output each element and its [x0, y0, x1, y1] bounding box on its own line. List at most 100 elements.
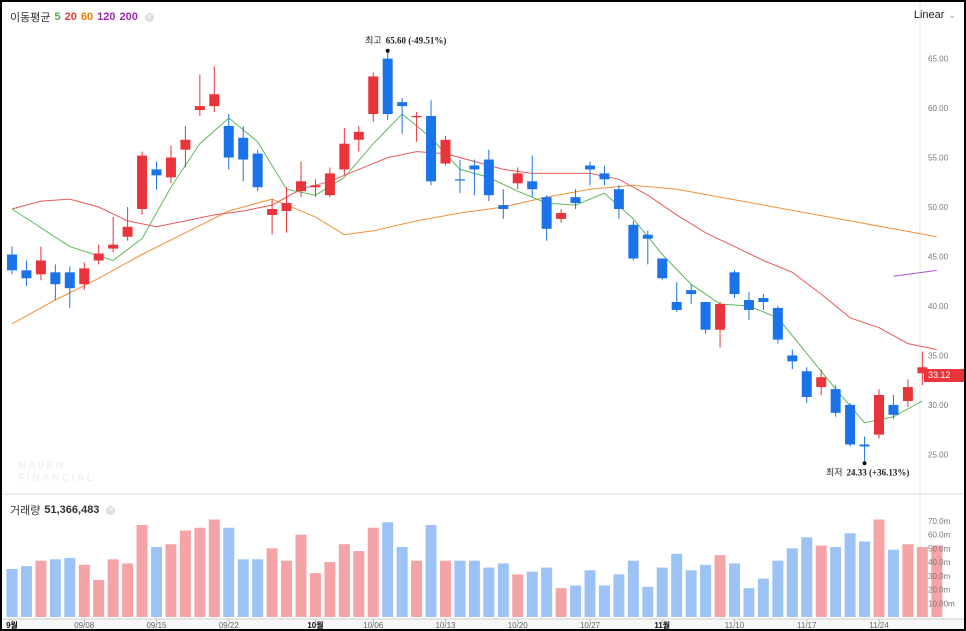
volume-bar: [64, 557, 76, 617]
volume-bar: [353, 551, 365, 617]
candle-body: [888, 404, 899, 415]
ma-5-label[interactable]: 5: [54, 11, 61, 23]
candle-body: [859, 444, 870, 447]
candle-body: [411, 116, 422, 118]
volume-bar: [440, 560, 451, 617]
volume-bar: [165, 544, 177, 617]
candle-body: [137, 155, 148, 210]
candle-body: [21, 270, 32, 279]
candle-body: [209, 94, 220, 107]
volume-bar: [570, 585, 582, 617]
time-axis-band: [2, 619, 964, 629]
volume-bar: [512, 574, 524, 617]
time-tick-label: 11/10: [725, 621, 745, 629]
watermark-line-1: NAVER: [18, 460, 66, 472]
candle-body: [382, 58, 393, 115]
candle-body: [397, 102, 408, 107]
time-tick-label: 10월: [307, 620, 323, 629]
volume-tick-label: 40.0m: [928, 558, 951, 567]
volume-bar: [743, 588, 755, 617]
candle-body: [454, 179, 465, 181]
price-tick-label: 60.00: [928, 104, 949, 113]
volume-bar: [281, 560, 293, 617]
volume-bar: [295, 534, 307, 617]
volume-bar: [627, 560, 639, 617]
volume-bar: [454, 560, 466, 617]
candle-body: [816, 377, 827, 388]
volume-bar: [468, 560, 480, 617]
volume-label: 거래량: [10, 505, 41, 517]
volume-bar: [873, 519, 885, 617]
candle-body: [628, 224, 639, 259]
candle-body: [657, 258, 668, 279]
volume-bar: [78, 564, 90, 617]
low-value: 24.33 (+36.13%): [847, 467, 910, 477]
volume-bar: [208, 519, 220, 617]
ma60-line: [11, 184, 937, 325]
candle-body: [715, 303, 726, 330]
volume-tick-label: 60.0m: [928, 531, 951, 540]
low-marker: [862, 461, 867, 466]
volume-bar: [35, 560, 47, 617]
candle-body: [180, 139, 191, 150]
candle-body: [122, 226, 133, 237]
candle-body: [599, 173, 610, 180]
candle-body: [281, 203, 292, 211]
high-label: 최고: [365, 36, 382, 46]
scale-mode-label: Linear: [913, 9, 945, 21]
volume-tick-label: 70.0m: [928, 517, 951, 526]
volume-bar: [830, 546, 842, 617]
time-tick-label: 09/08: [74, 621, 95, 629]
candle-body: [108, 244, 119, 249]
candle-body: [151, 169, 162, 176]
volume-tick-label: 20.0m: [928, 586, 951, 595]
candle-body: [874, 395, 884, 435]
close-icon[interactable]: ✕: [144, 12, 154, 22]
candle-body: [440, 139, 451, 164]
ma-60-label[interactable]: 60: [80, 11, 94, 23]
candle-body: [194, 106, 205, 111]
candle-body: [339, 143, 350, 170]
candle-body: [35, 260, 46, 275]
candle-body: [483, 159, 494, 196]
volume-bar: [324, 562, 336, 617]
volume-bar: [309, 573, 321, 617]
time-tick-label: 11/24: [869, 621, 889, 629]
volume-bar: [757, 578, 769, 617]
candle-body: [93, 253, 104, 261]
ma-20-label[interactable]: 20: [64, 11, 77, 23]
volume-bar: [179, 530, 191, 617]
candle-body: [541, 197, 552, 229]
volume-bar: [541, 567, 553, 617]
volume-bar: [931, 545, 943, 617]
volume-bar: [338, 544, 350, 617]
time-tick-label: 10/06: [363, 621, 384, 629]
volume-bar: [237, 559, 249, 617]
candle-body: [527, 181, 538, 190]
ma5-line: [11, 113, 923, 424]
watermark-line-2: FINANCIAL: [18, 472, 96, 484]
close-icon[interactable]: ✕: [106, 505, 116, 515]
low-label: 최저: [826, 467, 843, 477]
ma120-line: [893, 269, 937, 277]
candle-body: [671, 302, 682, 310]
volume-bar: [584, 570, 596, 617]
ma-legend: 이동평균 5 20 60 120 200 ✕: [10, 9, 154, 25]
time-tick-label: 10/20: [508, 621, 529, 629]
volume-bar: [656, 567, 668, 617]
scale-selector[interactable]: Linear ⌄: [914, 9, 956, 21]
volume-tick-label: 50.0m: [928, 544, 951, 553]
volume-bar: [815, 545, 827, 617]
volume-bar: [902, 544, 914, 617]
candle-body: [830, 389, 841, 413]
ma-120-label[interactable]: 120: [97, 11, 116, 23]
candle-body: [556, 212, 567, 219]
volume-tick-label: 10.00m: [928, 599, 955, 608]
ma-200-label[interactable]: 200: [119, 11, 138, 23]
volume-bar: [20, 566, 32, 617]
price-tick-label: 40.00: [928, 302, 949, 311]
volume-bar: [497, 563, 509, 617]
price-tick-label: 65.00: [928, 55, 949, 64]
candle-body: [50, 272, 61, 285]
